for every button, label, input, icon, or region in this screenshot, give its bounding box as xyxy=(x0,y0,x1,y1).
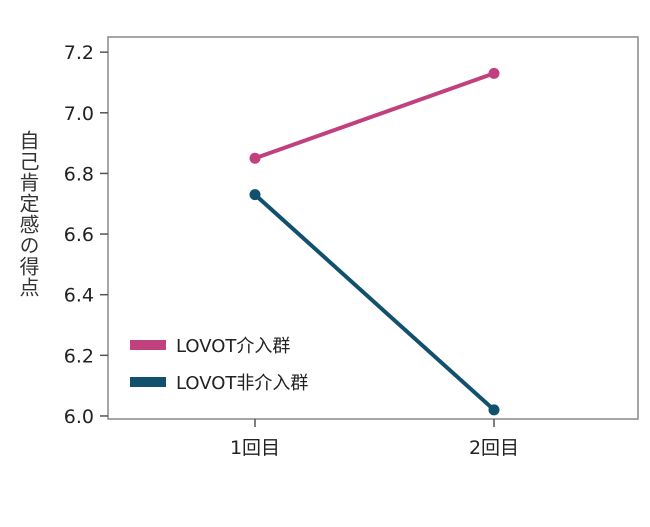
data-point-1-1 xyxy=(249,152,261,164)
data-point-2-2 xyxy=(488,404,500,416)
series-line-1 xyxy=(253,71,496,161)
series-line-2 xyxy=(253,192,496,412)
y-tick-label: 6.6 xyxy=(64,224,94,246)
x-tick-label: 1回目 xyxy=(230,437,280,459)
legend-swatch xyxy=(130,340,166,350)
legend-swatch xyxy=(130,377,166,387)
y-tick-label: 6.4 xyxy=(64,285,94,307)
legend-label: LOVOT介入群 xyxy=(176,336,290,357)
y-tick-label: 6.8 xyxy=(64,163,94,185)
data-point-2-1 xyxy=(249,189,261,201)
y-tick-label: 6.0 xyxy=(64,406,94,428)
y-tick-label: 7.2 xyxy=(64,42,94,64)
y-tick-label: 7.0 xyxy=(64,103,94,125)
y-tick-label: 6.2 xyxy=(64,345,94,367)
plot-area xyxy=(107,36,639,420)
legend-label: LOVOT非介入群 xyxy=(176,373,308,394)
data-point-1-2 xyxy=(488,67,500,79)
x-tick-label: 2回目 xyxy=(469,437,519,459)
y-axis-label: 自己肯定感の得点 xyxy=(16,130,40,298)
